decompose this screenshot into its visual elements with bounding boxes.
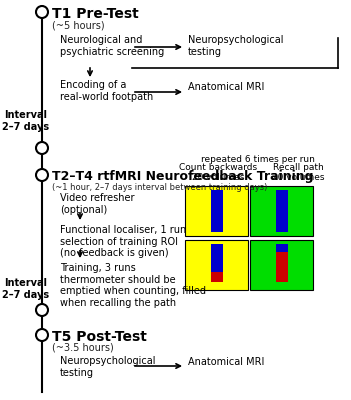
Text: T5 Post-Test: T5 Post-Test — [52, 330, 147, 344]
Bar — [250, 186, 313, 236]
Text: (~1 hour, 2–7 days interval between training days): (~1 hour, 2–7 days interval between trai… — [52, 183, 267, 192]
Bar — [211, 272, 223, 282]
Text: Neuropsychological
testing: Neuropsychological testing — [188, 35, 284, 57]
Text: Neuropsychological
testing: Neuropsychological testing — [60, 356, 155, 378]
Bar — [185, 186, 248, 236]
Bar — [276, 244, 287, 252]
Circle shape — [36, 6, 48, 18]
Text: Interval
2–7 days: Interval 2–7 days — [2, 278, 49, 300]
Text: Recall path
20 volumes: Recall path 20 volumes — [272, 163, 324, 182]
Text: Training, 3 runs
thermometer should be
emptied when counting, filled
when recall: Training, 3 runs thermometer should be e… — [60, 263, 206, 308]
Text: T1 Pre-Test: T1 Pre-Test — [52, 7, 139, 21]
Bar — [211, 190, 223, 232]
Text: T2–T4 rtfMRI Neurofeedback Training: T2–T4 rtfMRI Neurofeedback Training — [52, 170, 313, 183]
Text: Encoding of a
real-world footpath: Encoding of a real-world footpath — [60, 80, 153, 102]
Text: (~5 hours): (~5 hours) — [52, 20, 105, 30]
Text: Anatomical MRI: Anatomical MRI — [188, 357, 264, 367]
Circle shape — [36, 169, 48, 181]
Bar — [276, 252, 287, 282]
Circle shape — [36, 142, 48, 154]
Text: Interval
2–7 days: Interval 2–7 days — [2, 110, 49, 132]
Text: repeated 6 times per run: repeated 6 times per run — [201, 155, 315, 164]
Bar — [185, 240, 248, 290]
Bar — [276, 190, 287, 232]
Text: Video refresher
(optional): Video refresher (optional) — [60, 193, 134, 214]
Circle shape — [36, 304, 48, 316]
Bar — [211, 244, 223, 272]
Text: Functional localiser, 1 run
selection of training ROI
(no feedback is given): Functional localiser, 1 run selection of… — [60, 225, 186, 258]
Text: Anatomical MRI: Anatomical MRI — [188, 82, 264, 92]
Text: Count backwards
20 volumes: Count backwards 20 volumes — [179, 163, 257, 182]
Circle shape — [36, 329, 48, 341]
Text: (~3.5 hours): (~3.5 hours) — [52, 343, 114, 353]
Text: Neurological and
psychiatric screening: Neurological and psychiatric screening — [60, 35, 164, 57]
Bar — [250, 240, 313, 290]
